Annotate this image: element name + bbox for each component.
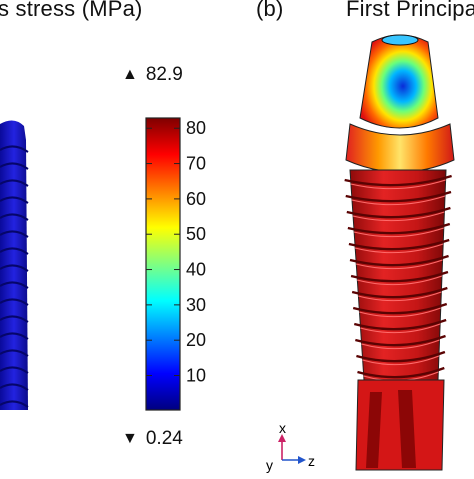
implant-thread-line <box>350 270 449 283</box>
axis-triad: x y z <box>262 420 322 474</box>
left-thread-line <box>0 400 29 408</box>
colorbar-max-label: 82.9 <box>145 64 183 85</box>
axis-y-label: y <box>266 457 273 473</box>
implant-thread-line <box>347 222 451 235</box>
colorbar-svg: 80 70 60 50 40 30 20 10 <box>145 117 206 411</box>
left-thread-line <box>0 349 29 357</box>
colorbar-min-label: 0.24 <box>145 428 183 449</box>
abutment-top-cap <box>381 34 419 46</box>
implant-thread-line <box>353 318 447 331</box>
implant-collar <box>345 123 455 173</box>
implant-thread-highlight <box>352 211 445 222</box>
implant-thread-highlight <box>362 355 440 366</box>
abutment <box>359 34 439 129</box>
left-thread-line <box>0 213 29 221</box>
colorbar-ticks: 80 70 60 50 40 30 20 10 <box>146 118 206 386</box>
colorbar-gradient <box>145 117 181 411</box>
implant-thread-line <box>355 334 446 347</box>
colorbar-tick-label: 50 <box>186 224 206 244</box>
implant-thread-highlight <box>354 243 444 254</box>
left-thread-line <box>0 196 29 204</box>
max-triangle-icon: ▲ <box>122 66 138 83</box>
colorbar-tick-label: 80 <box>186 118 206 138</box>
implant-thread-line <box>349 254 449 267</box>
left-thread-line <box>0 179 29 187</box>
left-thread-line <box>0 383 29 391</box>
implant-thread-line <box>345 190 452 203</box>
implant-thread-line <box>346 206 451 219</box>
left-thread-line <box>0 247 29 255</box>
min-triangle-icon: ▼ <box>122 430 138 447</box>
panel-b-label: (b) <box>256 0 284 21</box>
colorbar-tick-label: 70 <box>186 154 206 174</box>
left-implant-threads <box>0 145 29 408</box>
axis-z-label: z <box>308 453 315 469</box>
colorbar-tick-label: 40 <box>186 260 206 280</box>
implant-thread-line <box>348 238 450 251</box>
right-implant-render <box>320 20 474 474</box>
implant-thread-line <box>344 174 452 187</box>
colorbar-tick-label: 10 <box>186 366 206 386</box>
implant-thread-highlight <box>360 323 441 334</box>
implant-thread-line <box>356 350 446 363</box>
left-implant-render <box>0 110 40 430</box>
implant-thread-line <box>357 366 445 379</box>
axis-triad-svg: x y z <box>266 420 315 473</box>
left-thread-line <box>0 230 29 238</box>
implant-thread-highlight <box>356 275 443 286</box>
left-thread-line <box>0 298 29 306</box>
left-thread-line <box>0 264 29 272</box>
z-arrowhead-icon <box>298 456 306 464</box>
x-arrowhead-icon <box>278 434 286 442</box>
implant-apex-grooves <box>366 390 416 468</box>
colorbar-max-readout: ▲ 82.9 <box>122 64 183 86</box>
colorbar-tick-label: 60 <box>186 189 206 209</box>
implant-thread-highlight <box>361 339 440 350</box>
implant-thread-highlight <box>359 307 441 318</box>
implant-thread-highlight <box>353 227 444 238</box>
colorbar-tick-label: 30 <box>186 295 206 315</box>
left-thread-line <box>0 366 29 374</box>
colorbar: 80 70 60 50 40 30 20 10 <box>140 112 220 422</box>
implant-thread-highlight <box>358 291 442 302</box>
right-implant-svg <box>344 34 455 471</box>
left-thread-line <box>0 162 29 170</box>
colorbar-tick-label: 20 <box>186 330 206 350</box>
implant-thread-highlight <box>351 195 446 206</box>
left-panel-title: s stress (MPa) <box>0 0 143 21</box>
left-thread-line <box>0 281 29 289</box>
left-thread-line <box>0 315 29 323</box>
colorbar-min-readout: ▼ 0.24 <box>122 428 183 450</box>
implant-threads <box>344 174 452 382</box>
implant-thread-highlight <box>355 259 443 270</box>
implant-thread-highlight <box>350 179 446 190</box>
axis-x-label: x <box>279 420 286 436</box>
left-thread-line <box>0 145 29 153</box>
right-panel-title: First Principa <box>346 0 474 21</box>
left-thread-line <box>0 332 29 340</box>
implant-thread-line <box>352 302 448 315</box>
implant-thread-line <box>351 286 448 299</box>
left-implant-svg <box>0 120 29 410</box>
